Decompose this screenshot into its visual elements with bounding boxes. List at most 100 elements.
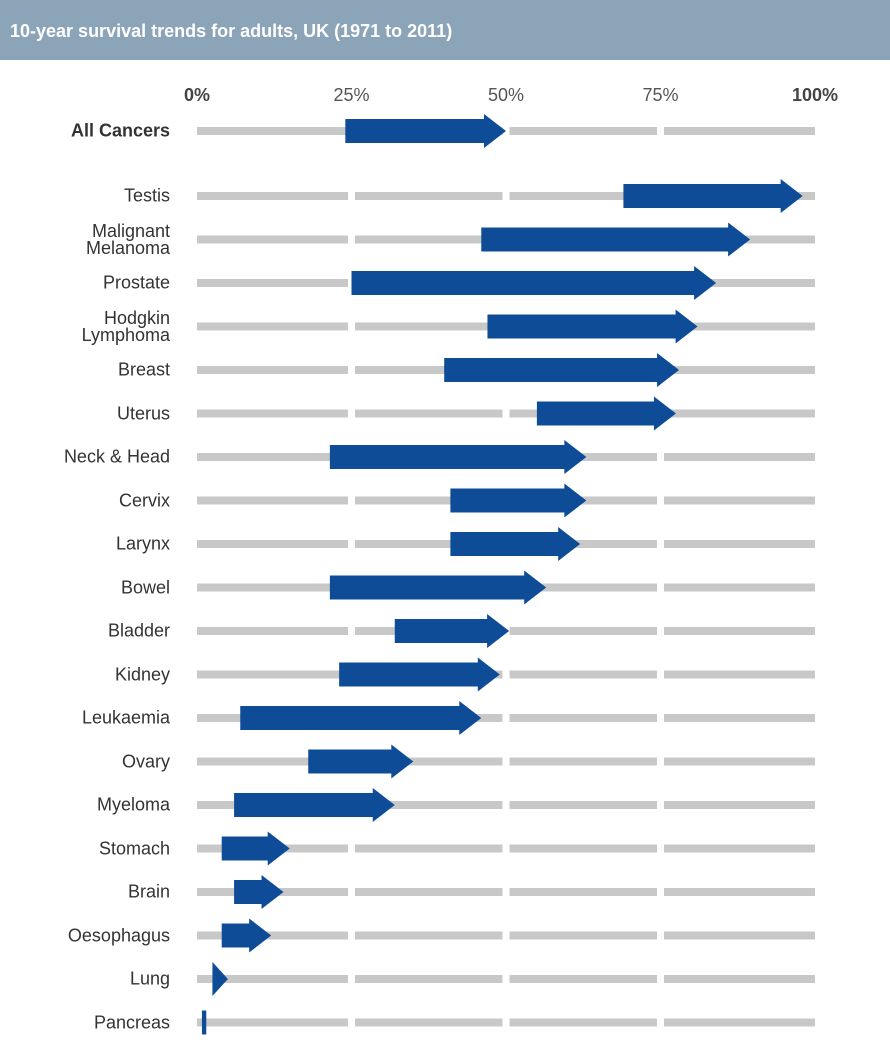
- x-tick-label: 75%: [642, 85, 678, 105]
- arrow: [487, 309, 698, 344]
- track: [509, 627, 657, 635]
- category-label: Lung: [129, 968, 170, 989]
- category-label: Brain: [127, 881, 170, 902]
- track: [355, 888, 503, 896]
- track: [509, 583, 657, 592]
- arrow: [212, 962, 228, 996]
- track: [509, 975, 657, 983]
- category-label: Malignant Melanoma: [85, 220, 170, 258]
- track: [509, 714, 657, 722]
- category-label: Oesophagus: [67, 925, 170, 945]
- track: [197, 127, 348, 135]
- track: [509, 888, 657, 896]
- track: [664, 714, 815, 722]
- track: [355, 496, 503, 505]
- track: [664, 496, 815, 505]
- track: [664, 583, 815, 592]
- arrow: [329, 570, 547, 605]
- arrow: [339, 657, 500, 692]
- category-label: Ovary: [121, 751, 170, 771]
- track: [197, 1018, 348, 1027]
- track: [355, 409, 503, 418]
- track: [664, 801, 815, 809]
- track: [197, 757, 348, 766]
- category-label: Bowel: [120, 577, 170, 597]
- arrow: [536, 396, 676, 431]
- track: [509, 844, 657, 853]
- category-label: Testis: [123, 185, 170, 206]
- track: [197, 670, 348, 679]
- track: [197, 192, 348, 200]
- track: [355, 757, 503, 766]
- track: [197, 975, 348, 983]
- track: [664, 322, 815, 331]
- track: [664, 453, 815, 461]
- arrow: [450, 527, 581, 561]
- arrow: [234, 788, 395, 822]
- chart-title: 10-year survival trends for adults, UK (…: [10, 21, 453, 41]
- track: [509, 801, 657, 809]
- arrow: [623, 179, 803, 213]
- track: [197, 366, 348, 374]
- track: [355, 540, 503, 548]
- track: [664, 844, 815, 853]
- track: [197, 235, 348, 244]
- track: [355, 931, 503, 940]
- track: [355, 1018, 503, 1027]
- track: [355, 801, 503, 809]
- track: [509, 192, 657, 200]
- track: [664, 409, 815, 418]
- arrow: [351, 266, 717, 300]
- track: [664, 627, 815, 635]
- category-label: Prostate: [102, 272, 170, 293]
- track: [664, 127, 815, 135]
- track: [664, 670, 815, 679]
- track: [197, 540, 348, 548]
- track: [355, 975, 503, 983]
- track: [664, 888, 815, 896]
- header-band: 10-year survival trends for adults, UK (…: [0, 0, 890, 60]
- arrow: [329, 440, 587, 474]
- track: [197, 583, 348, 592]
- arrow: [240, 701, 482, 735]
- track: [355, 366, 503, 374]
- track: [355, 322, 503, 331]
- category-label: All Cancers: [70, 120, 170, 141]
- track: [355, 235, 503, 244]
- category-label: Cervix: [118, 490, 170, 510]
- category-label: Neck & Head: [63, 446, 170, 467]
- track: [197, 496, 348, 505]
- track: [664, 931, 815, 940]
- track: [509, 670, 657, 679]
- track: [509, 757, 657, 766]
- x-tick-label: 0%: [184, 85, 210, 105]
- arrow: [234, 875, 284, 909]
- track: [664, 279, 815, 287]
- track: [197, 453, 348, 461]
- category-label: Bladder: [107, 620, 170, 641]
- track: [509, 540, 657, 548]
- arrow: [221, 918, 272, 953]
- arrow: [201, 1010, 207, 1035]
- track: [197, 409, 348, 418]
- track: [197, 322, 348, 331]
- track: [509, 127, 657, 135]
- arrow: [450, 483, 587, 518]
- track: [664, 975, 815, 983]
- track: [355, 192, 503, 200]
- category-label: Stomach: [98, 838, 170, 858]
- track: [664, 366, 815, 374]
- category-label: Pancreas: [93, 1012, 170, 1032]
- track: [664, 757, 815, 766]
- category-label: Hodgkin Lymphoma: [81, 307, 170, 345]
- category-label: Leukaemia: [81, 707, 170, 728]
- arrow: [481, 222, 751, 257]
- category-label: Kidney: [114, 664, 170, 684]
- arrow: [221, 831, 290, 866]
- category-label: Uterus: [116, 403, 170, 423]
- x-tick-label: 50%: [488, 85, 524, 105]
- x-tick-label: 100%: [792, 85, 838, 105]
- track: [509, 931, 657, 940]
